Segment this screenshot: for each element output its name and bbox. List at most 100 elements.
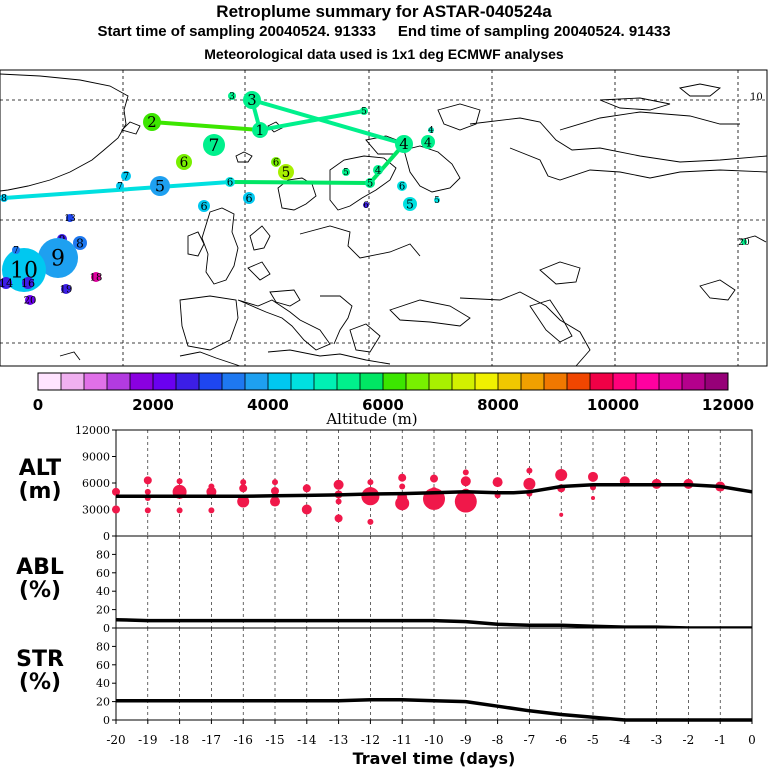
colorbar-swatch xyxy=(314,373,338,390)
x-tick-label: -17 xyxy=(202,733,221,747)
y-tick-label: 0 xyxy=(103,622,110,635)
plume-marker-dot xyxy=(176,154,192,170)
plume-marker-dot xyxy=(22,277,34,289)
plume-marker: 2 xyxy=(143,113,161,131)
plume-marker-dot xyxy=(243,91,261,109)
plume-marker: 20 xyxy=(738,238,750,248)
plume-marker: 6 xyxy=(225,177,235,189)
plume-marker-dot xyxy=(228,92,236,100)
y-tick-label: 80 xyxy=(96,640,110,653)
map-panel: 10 3321444766556545655666757813899107141… xyxy=(0,69,768,367)
colorbar-tick-label: 10000 xyxy=(587,396,639,414)
plume-marker: 3 xyxy=(243,91,261,109)
plume-marker: 5 xyxy=(434,196,440,206)
plume-altitude-point xyxy=(588,471,598,482)
plume-marker: 1 xyxy=(252,122,268,139)
map-coastlines xyxy=(0,73,768,367)
colorbar-swatch xyxy=(705,373,729,390)
plume-marker-dot xyxy=(2,248,46,292)
plume-marker: 7 xyxy=(203,134,225,156)
plume-marker-label: 6 xyxy=(363,201,369,211)
colorbar-swatch xyxy=(521,373,545,390)
trajectory-segment xyxy=(258,109,366,132)
plume-marker-label: 6 xyxy=(200,200,207,213)
plume-marker: 5 xyxy=(278,164,294,181)
plume-altitude-point xyxy=(454,490,477,513)
colorbar-swatch xyxy=(245,373,269,390)
colorbar-swatch xyxy=(613,373,637,390)
plume-marker-label: 4 xyxy=(424,134,432,149)
plume-marker-dot xyxy=(203,134,225,156)
plume-marker-dot xyxy=(741,239,747,245)
map-graticule xyxy=(0,70,767,366)
y-tick-label: 9000 xyxy=(82,451,110,464)
x-tick-label: -13 xyxy=(329,733,348,747)
plume-marker-label: 5 xyxy=(367,179,373,190)
y-tick-label: 80 xyxy=(96,548,110,561)
plume-marker-label: 5 xyxy=(434,196,440,206)
colorbar-swatch xyxy=(176,373,200,390)
series-line xyxy=(116,698,752,722)
colorbar-swatch xyxy=(452,373,476,390)
colorbar-swatch xyxy=(107,373,131,390)
plume-altitude-point xyxy=(143,476,152,485)
colorbar-tick-label: 2000 xyxy=(132,396,174,414)
plume-marker-dot xyxy=(121,171,131,181)
trajectory-segment xyxy=(150,120,262,132)
plume-marker: 7 xyxy=(12,246,20,256)
y-tick-label: 20 xyxy=(96,604,110,617)
plume-marker-label: 3 xyxy=(229,92,235,102)
x-tick-label: -6 xyxy=(555,733,567,747)
y-tick-label: 40 xyxy=(96,585,110,598)
y-axis-label: (%) xyxy=(19,578,61,603)
series-line xyxy=(116,483,753,499)
plume-marker-dot xyxy=(150,176,170,196)
plume-altitude-point xyxy=(367,518,374,525)
plume-marker-dot xyxy=(403,197,417,211)
plume-marker-label: 6 xyxy=(273,158,279,169)
plume-marker-dot xyxy=(373,165,383,175)
plume-altitude-point xyxy=(144,488,151,495)
y-tick-label: 0 xyxy=(103,714,110,727)
panel-frame xyxy=(115,535,753,629)
plume-marker-label: 4 xyxy=(428,126,434,136)
y-tick-label: 0 xyxy=(103,530,110,543)
plume-marker-dot xyxy=(61,284,71,294)
plume-marker-label: 8 xyxy=(76,235,84,250)
plume-altitude-point xyxy=(335,498,342,505)
plume-marker: 5 xyxy=(365,178,375,190)
plume-marker-label: 5 xyxy=(155,177,165,196)
x-tick-label: -2 xyxy=(683,733,695,747)
colorbar-swatch xyxy=(291,373,315,390)
colorbar-swatch xyxy=(84,373,108,390)
plume-marker: 19 xyxy=(60,284,72,296)
x-tick-label: -16 xyxy=(234,733,253,747)
colorbar-tick-label: 0 xyxy=(33,396,43,414)
x-tick-label: -9 xyxy=(460,733,472,747)
plume-marker: 5 xyxy=(150,176,170,196)
plume-marker: 3 xyxy=(228,92,236,102)
plume-marker-dot xyxy=(0,277,12,289)
colorbar-swatch xyxy=(498,373,522,390)
plume-altitude-point xyxy=(591,496,595,501)
x-tick-label: -15 xyxy=(265,733,284,747)
plume-altitude-point xyxy=(367,479,374,486)
plume-marker-label: 6 xyxy=(227,178,233,189)
panel-frame xyxy=(115,429,753,537)
y-tick-label: 12000 xyxy=(75,424,110,437)
plume-altitude-point xyxy=(237,495,250,508)
plume-marker-dot xyxy=(434,197,440,203)
x-tick-label: -8 xyxy=(492,733,504,747)
plume-marker-dot xyxy=(271,157,281,167)
plume-altitude-point xyxy=(239,484,248,493)
y-tick-label: 6000 xyxy=(82,477,110,490)
plume-altitude-point xyxy=(526,467,533,474)
plume-marker-dot xyxy=(397,181,407,191)
plume-marker: 14 xyxy=(0,277,13,290)
plume-marker-dot xyxy=(278,164,294,180)
plume-marker: 9 xyxy=(38,238,78,278)
plume-marker: 18 xyxy=(90,272,102,284)
plume-marker-dot xyxy=(428,127,434,133)
plume-marker-dot xyxy=(198,200,210,212)
